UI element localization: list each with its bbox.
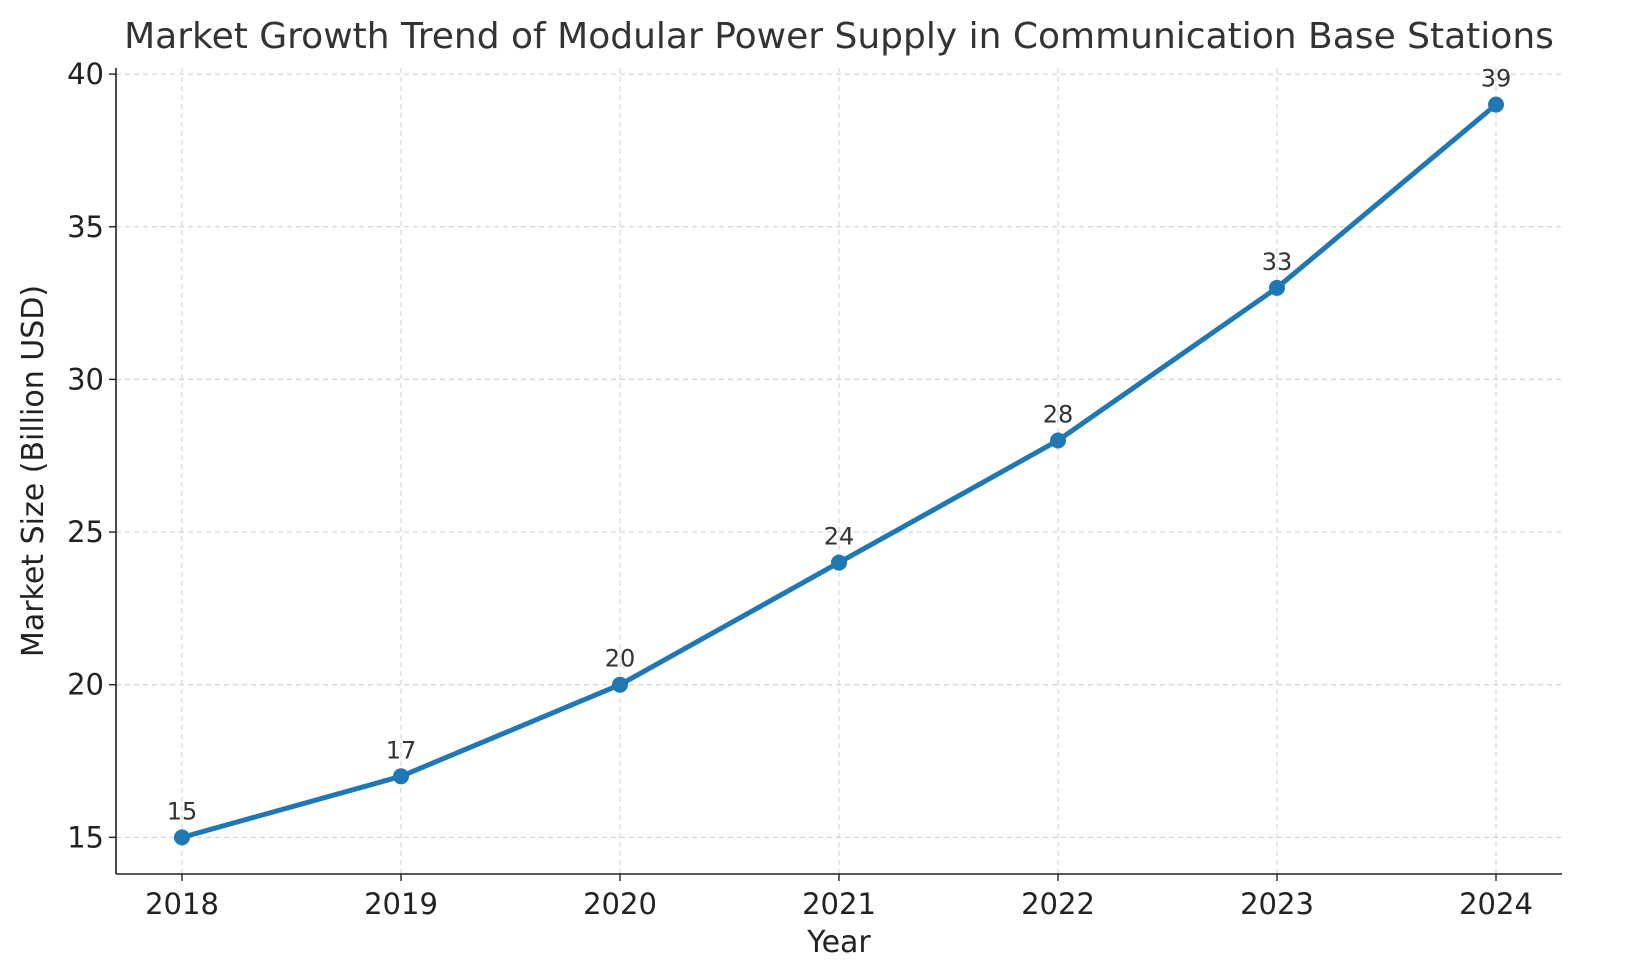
y-tick-label: 40 xyxy=(67,57,104,91)
data-point xyxy=(393,768,409,785)
series xyxy=(174,96,1504,846)
data-point xyxy=(1269,279,1285,296)
y-ticks: 15 20 25 30 35 40 xyxy=(67,57,116,854)
data-point xyxy=(612,676,628,693)
data-label: 24 xyxy=(824,523,855,551)
data-point xyxy=(1488,96,1504,113)
y-tick-label: 25 xyxy=(67,515,104,549)
x-tick-label: 2024 xyxy=(1459,887,1533,921)
data-point xyxy=(174,829,190,846)
data-point xyxy=(1050,432,1066,449)
y-axis-title: Market Size (Billion USD) xyxy=(16,285,51,657)
x-tick-label: 2021 xyxy=(802,887,876,921)
y-tick-label: 35 xyxy=(67,210,104,244)
x-ticks: 2018 2019 2020 2021 2022 2023 2024 xyxy=(145,874,1533,921)
data-label: 15 xyxy=(167,797,198,825)
data-label: 20 xyxy=(605,645,636,673)
x-tick-label: 2020 xyxy=(583,887,657,921)
chart-title: Market Growth Trend of Modular Power Sup… xyxy=(124,16,1554,57)
x-tick-label: 2022 xyxy=(1021,887,1095,921)
data-label: 39 xyxy=(1481,65,1512,93)
y-tick-label: 20 xyxy=(67,668,104,702)
data-label: 17 xyxy=(386,736,417,764)
x-tick-label: 2018 xyxy=(145,887,219,921)
y-tick-label: 15 xyxy=(67,820,104,854)
data-label: 28 xyxy=(1043,400,1074,428)
data-labels: 15 17 20 24 28 33 39 xyxy=(167,65,1512,826)
x-tick-label: 2019 xyxy=(364,887,438,921)
x-tick-label: 2023 xyxy=(1240,887,1314,921)
x-axis-title: Year xyxy=(806,925,871,960)
gridlines xyxy=(116,68,1562,874)
y-tick-label: 30 xyxy=(67,362,104,396)
data-point xyxy=(831,554,847,571)
data-label: 33 xyxy=(1262,248,1293,276)
